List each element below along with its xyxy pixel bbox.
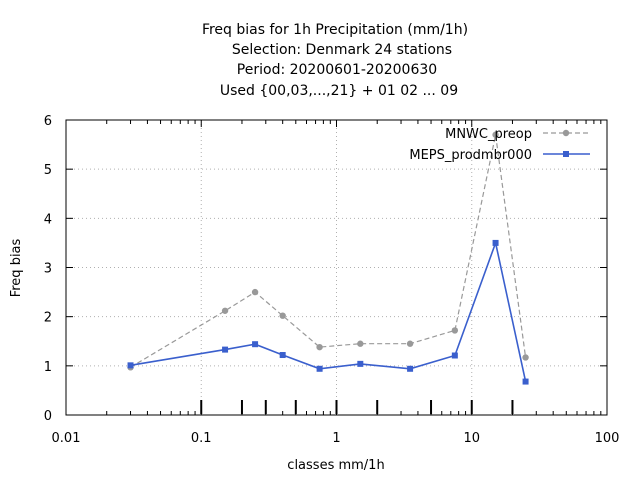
- data-point: [221, 307, 229, 314]
- data-point: [127, 362, 134, 369]
- legend-swatch-point: [562, 129, 570, 137]
- series-MNWC_preop: [127, 131, 529, 371]
- data-point: [357, 360, 364, 367]
- x-tick-label: 0.01: [52, 431, 81, 446]
- y-tick-label: 4: [44, 212, 52, 227]
- data-point: [357, 340, 364, 347]
- y-tick-label: 3: [44, 262, 52, 277]
- y-axis-title: Freq bias: [9, 238, 24, 297]
- ticks: 0 1 2 3 4 5 6 0.01 0.1 1 10 100: [44, 114, 620, 446]
- data-point: [522, 354, 529, 361]
- title-line-4: Used {00,03,...,21} + 01 02 ... 09: [220, 83, 458, 99]
- y-tick-label: 6: [44, 114, 52, 129]
- x-tick-label: 100: [595, 431, 620, 446]
- x-tick-label: 10: [463, 431, 480, 446]
- legend-item: MEPS_prodmbr000: [409, 148, 590, 163]
- x-axis-title: classes mm/1h: [287, 458, 384, 473]
- data-point: [522, 378, 529, 385]
- data-point: [406, 340, 414, 347]
- series-MEPS_prodmbr000: [127, 239, 529, 385]
- grid: [66, 120, 607, 415]
- data-point: [279, 312, 286, 319]
- y-tick-label: 2: [44, 311, 52, 326]
- data-point: [492, 239, 499, 246]
- legend: MNWC_preop MEPS_prodmbr000: [409, 127, 590, 163]
- y-tick-label: 0: [44, 409, 52, 424]
- data-point: [316, 343, 323, 351]
- series-line: [130, 240, 527, 382]
- data-point: [251, 288, 259, 296]
- legend-label: MNWC_preop: [445, 127, 532, 142]
- title-line-1: Freq bias for 1h Precipitation (mm/1h): [202, 22, 468, 38]
- x-tick-label: 0.1: [191, 431, 212, 446]
- y-tick-label: 1: [44, 360, 52, 375]
- legend-swatch-point: [563, 151, 569, 157]
- data-point: [222, 346, 229, 353]
- data-point: [451, 327, 459, 334]
- series-line: [130, 134, 527, 368]
- data-point: [451, 352, 458, 359]
- x-tick-label: 1: [332, 431, 340, 446]
- data-point: [316, 365, 323, 372]
- legend-item: MNWC_preop: [445, 127, 590, 142]
- title-line-3: Period: 20200601-20200630: [237, 62, 437, 78]
- series-layer: [127, 131, 529, 385]
- data-point: [492, 131, 499, 138]
- data-point: [279, 352, 286, 359]
- title-line-2: Selection: Denmark 24 stations: [232, 42, 452, 58]
- data-point: [252, 341, 259, 348]
- data-point: [407, 365, 414, 372]
- legend-label: MEPS_prodmbr000: [409, 148, 532, 163]
- y-tick-label: 5: [44, 163, 52, 178]
